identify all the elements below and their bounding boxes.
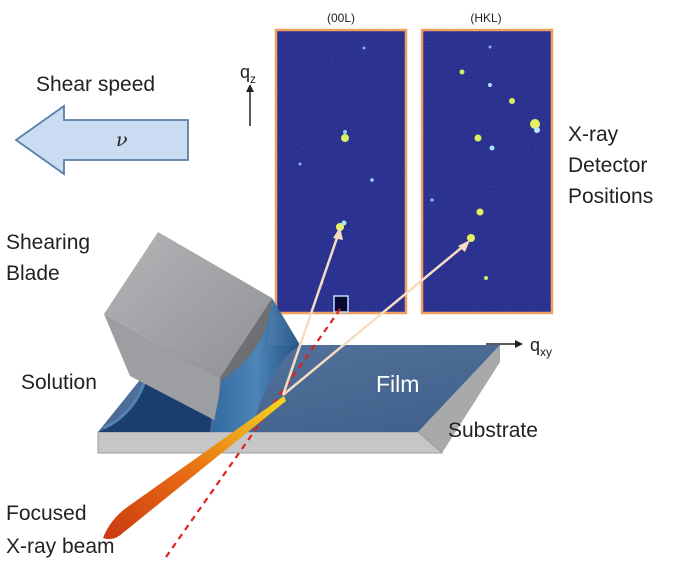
qz-arrowhead-icon <box>246 84 254 92</box>
diffraction-spots-00l <box>298 46 374 313</box>
detector-panel-00l <box>274 28 408 315</box>
focused-beam-label-line2: X-ray beam <box>6 535 115 558</box>
direct-beam-reference-line <box>165 304 344 558</box>
substrate-label: Substrate <box>448 419 538 442</box>
solution-label: Solution <box>21 371 97 394</box>
shearing-blade-label-line1: Shearing <box>6 231 90 254</box>
velocity-symbol: ν <box>116 129 128 151</box>
shear-direction-arrow <box>14 104 189 176</box>
focused-beam-label-line1: Focused <box>6 502 87 525</box>
panel-title-00l: (00L) <box>327 11 355 25</box>
diffraction-spots-hkl <box>430 45 540 280</box>
substrate <box>97 345 500 454</box>
detector-label-line3: Positions <box>568 185 653 208</box>
panel-title-hkl: (HKL) <box>470 11 501 25</box>
film-label: Film <box>376 371 419 397</box>
qxy-arrowhead-icon <box>515 340 523 348</box>
shearing-blade-label-line2: Blade <box>6 262 60 285</box>
scattered-beams <box>281 227 470 396</box>
shearing-blade <box>104 232 300 432</box>
qxy-axis-label: qxy <box>530 335 552 359</box>
detector-panel-hkl <box>420 28 554 315</box>
qz-axis-label: qz <box>240 62 256 86</box>
detector-label-line2: Detector <box>568 154 647 177</box>
shear-speed-label: Shear speed <box>36 73 155 96</box>
detector-label-line1: X-ray <box>568 123 619 146</box>
xray-beam <box>103 396 286 540</box>
